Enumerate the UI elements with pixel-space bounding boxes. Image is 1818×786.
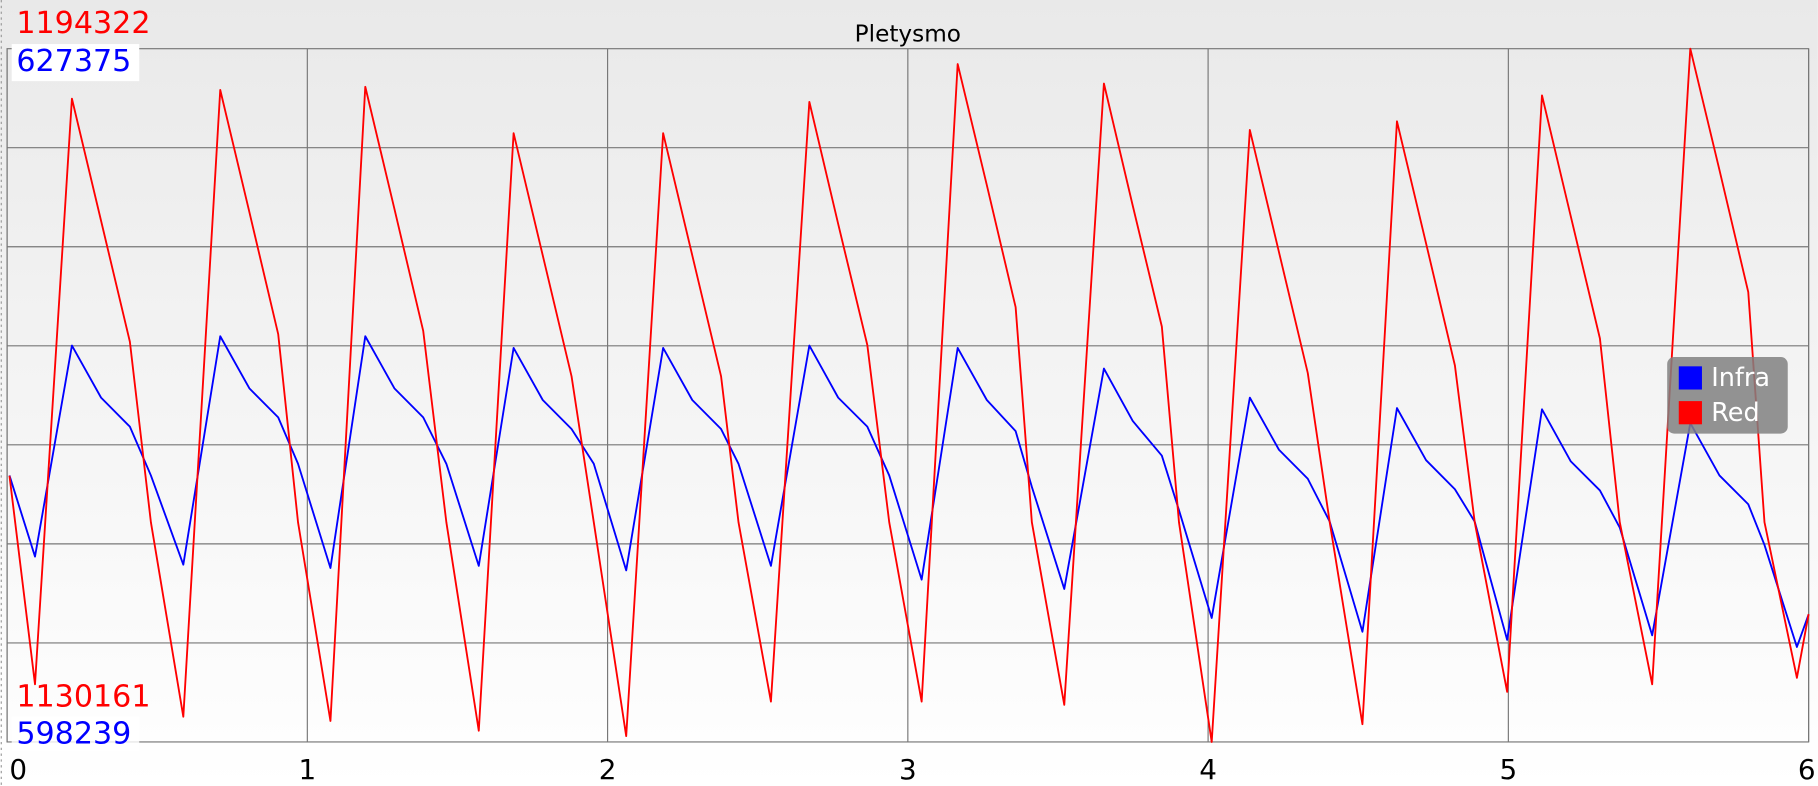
legend: Infra Red xyxy=(1667,357,1788,434)
series-line xyxy=(8,335,1810,648)
chart-title: Pletysmo xyxy=(855,20,961,47)
x-tick-label: 5 xyxy=(1500,753,1518,786)
x-axis: 0 1 2 3 4 5 6 xyxy=(9,753,1815,786)
infra-min: 598239 xyxy=(16,716,131,751)
x-tick-label: 2 xyxy=(599,753,617,786)
red-min: 1130161 xyxy=(16,679,150,714)
legend-swatch xyxy=(1678,366,1702,390)
x-tick-label: 0 xyxy=(9,753,27,786)
x-tick-label: 1 xyxy=(298,753,316,786)
lines xyxy=(8,47,1810,743)
label-bg xyxy=(11,716,140,752)
label-bg xyxy=(11,44,140,82)
legend-label: Red xyxy=(1711,398,1759,428)
x-tick-label: 6 xyxy=(1798,753,1816,786)
legend-label: Infra xyxy=(1711,363,1770,393)
legend-swatch xyxy=(1678,401,1702,425)
x-tick-label: 3 xyxy=(899,753,917,786)
infra-max: 627375 xyxy=(16,44,131,79)
x-tick-label: 4 xyxy=(1199,753,1217,786)
series-line xyxy=(8,47,1810,743)
red-max: 1194322 xyxy=(16,6,150,41)
